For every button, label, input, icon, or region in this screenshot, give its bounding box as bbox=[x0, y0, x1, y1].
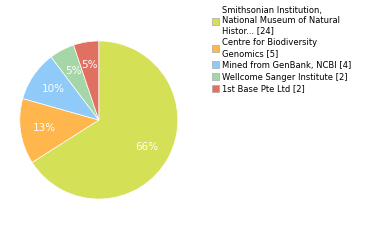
Text: 66%: 66% bbox=[136, 142, 159, 152]
Text: 5%: 5% bbox=[82, 60, 98, 70]
Wedge shape bbox=[74, 41, 99, 120]
Text: 13%: 13% bbox=[33, 123, 55, 133]
Legend: Smithsonian Institution,
National Museum of Natural
Histor... [24], Centre for B: Smithsonian Institution, National Museum… bbox=[212, 6, 352, 93]
Wedge shape bbox=[32, 41, 178, 199]
Text: 5%: 5% bbox=[65, 66, 81, 76]
Wedge shape bbox=[51, 45, 99, 120]
Text: 10%: 10% bbox=[41, 84, 65, 94]
Wedge shape bbox=[20, 98, 99, 162]
Wedge shape bbox=[23, 57, 99, 120]
